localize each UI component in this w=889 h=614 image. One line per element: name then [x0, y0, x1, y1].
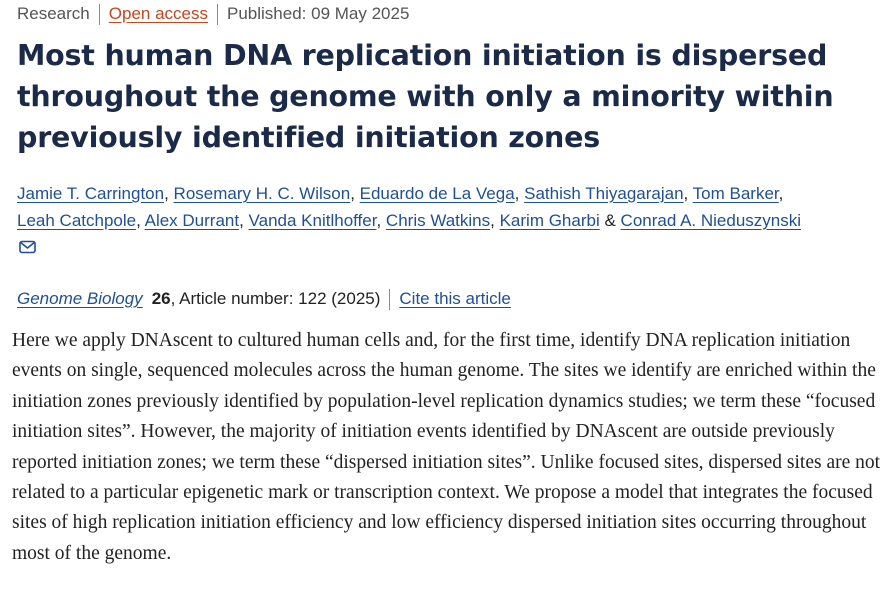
author-link[interactable]: Vanda Knitlhoffer: [248, 211, 377, 230]
article-meta: Research Open access Published: 09 May 2…: [17, 2, 409, 26]
journal-link[interactable]: Genome Biology: [17, 289, 143, 308]
author-link[interactable]: Tom Barker: [692, 184, 779, 203]
open-access-link[interactable]: Open access: [108, 4, 208, 23]
author-link[interactable]: Rosemary H. C. Wilson: [173, 184, 351, 203]
article-type: Research: [17, 4, 90, 23]
published-date: Published: 09 May 2025: [227, 4, 410, 23]
citation-row: Genome Biology 26 , Article number: 122 …: [17, 287, 511, 311]
abstract-text: Here we apply DNAscent to cultured human…: [12, 330, 881, 564]
citation-divider: [389, 288, 391, 310]
author-link[interactable]: Leah Catchpole: [17, 211, 137, 230]
author-link[interactable]: Conrad A. Nieduszynski: [620, 211, 802, 230]
author-link[interactable]: Sathish Thiyagarajan: [524, 184, 684, 203]
article-title: Most human DNA replication initiation is…: [17, 39, 834, 154]
author-link[interactable]: Alex Durrant: [144, 211, 240, 230]
author-link[interactable]: Jamie T. Carrington: [17, 184, 165, 203]
article-number: , Article number: 122 (2025): [170, 289, 381, 308]
mail-icon[interactable]: [19, 240, 36, 254]
author-link[interactable]: Chris Watkins: [385, 211, 491, 230]
journal-volume: 26: [151, 289, 171, 308]
meta-divider: [217, 3, 218, 25]
meta-divider: [98, 3, 100, 25]
author-ampersand: &: [604, 211, 616, 230]
cite-article-link[interactable]: Cite this article: [399, 289, 511, 308]
author-link[interactable]: Karim Gharbi: [499, 211, 600, 230]
author-link[interactable]: Eduardo de La Vega: [359, 184, 515, 203]
author-list: Jamie T. Carrington, Rosemary H. C. Wils…: [17, 184, 802, 230]
